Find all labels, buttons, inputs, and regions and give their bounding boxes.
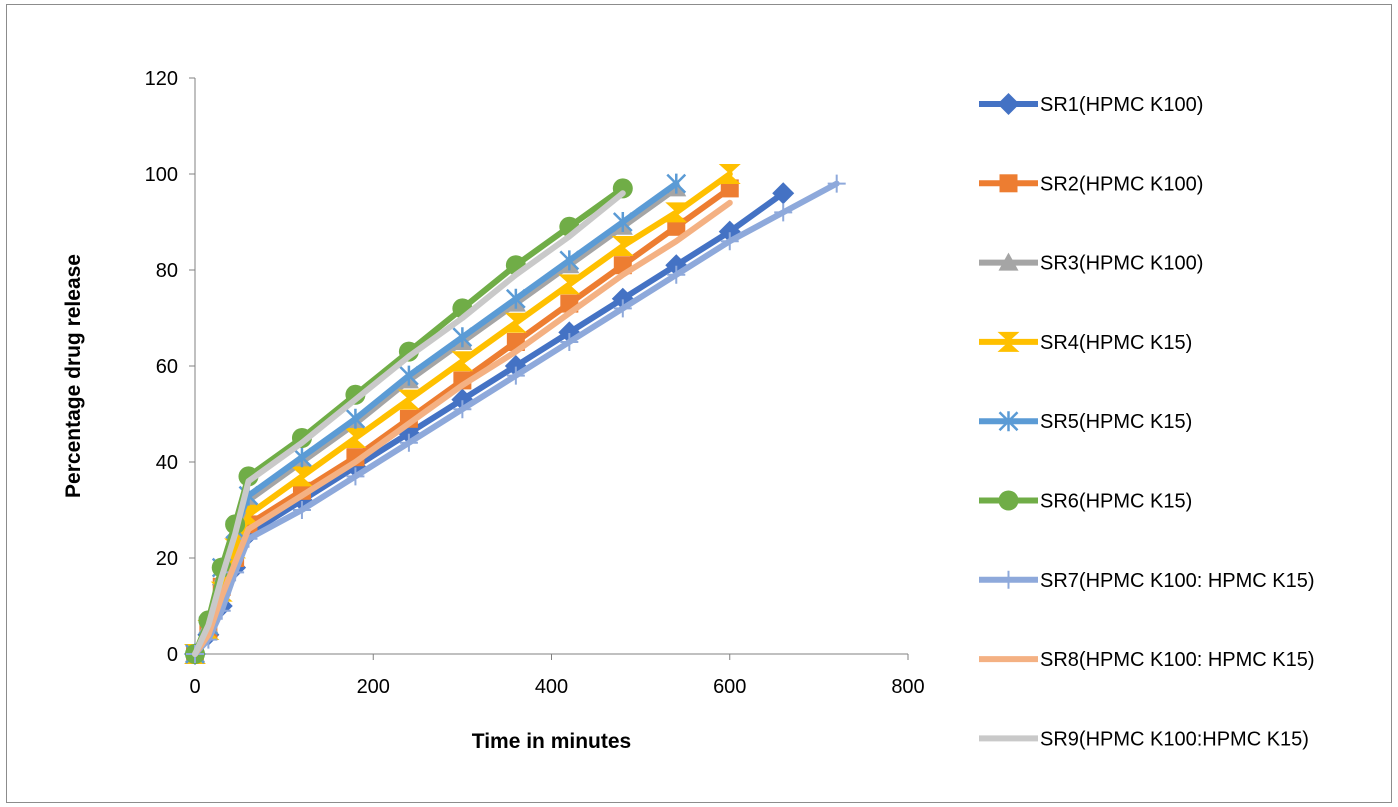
legend-marker (999, 174, 1018, 193)
x-tick-label: 200 (357, 676, 390, 698)
data-point (345, 408, 366, 429)
tick-labels: 0 20 40 60 80 100 120 0 200 400 600 800 (145, 68, 925, 698)
legend-label: SR8(HPMC K100: HPMC K15) (1040, 649, 1315, 671)
series-8 (192, 199, 733, 657)
data-point (397, 389, 420, 410)
data-point (720, 232, 739, 251)
data-point (506, 366, 525, 385)
y-tick-label: 120 (145, 68, 178, 90)
legend-entry: SR3(HPMC K100) (979, 252, 1203, 275)
series-1 (184, 182, 795, 665)
legend-label: SR5(HPMC K15) (1040, 411, 1192, 433)
data-point (505, 288, 526, 309)
data-point (452, 327, 473, 348)
data-point (718, 164, 741, 184)
x-tick-label: 0 (189, 676, 200, 698)
x-tick-label: 600 (713, 676, 746, 698)
legend-entry: SR5(HPMC K15) (979, 411, 1192, 433)
data-point (611, 236, 634, 256)
data-point (559, 250, 580, 271)
legend: SR1(HPMC K100) SR2(HPMC K100) SR3(HPMC K10… (979, 93, 1315, 750)
legend-marker (999, 570, 1018, 589)
data-point (399, 365, 419, 386)
legend-label: SR1(HPMC K100) (1040, 94, 1203, 116)
y-tick-label: 60 (156, 356, 178, 378)
data-point (560, 333, 579, 351)
data-point (290, 466, 313, 487)
data-point (827, 174, 846, 193)
legend-label: SR9(HPMC K100:HPMC K15) (1040, 728, 1309, 750)
legend-label: SR2(HPMC K100) (1040, 173, 1203, 195)
data-point (346, 467, 365, 486)
data-point (504, 312, 527, 333)
data-point (666, 173, 687, 194)
series-line (192, 180, 840, 657)
x-tick-label: 800 (891, 676, 924, 698)
series-line (192, 190, 626, 657)
series-line (192, 199, 733, 657)
y-tick-label: 100 (145, 164, 178, 186)
legend-marker (998, 490, 1019, 511)
x-axis-title: Time in minutes (472, 730, 631, 753)
legend-marker (998, 411, 1019, 432)
data-point (453, 400, 472, 419)
legend-marker (997, 331, 1020, 352)
legend-entry: SR2(HPMC K100) (979, 173, 1203, 195)
data-point (613, 299, 632, 318)
data-point (292, 501, 311, 519)
y-tick-label: 20 (156, 548, 178, 570)
series-7 (186, 174, 846, 663)
data-point (667, 265, 686, 284)
y-tick-label: 0 (167, 644, 178, 666)
legend-label: SR6(HPMC K15) (1040, 491, 1192, 513)
data-point (292, 447, 312, 468)
y-tick-label: 40 (156, 452, 178, 474)
data-point (344, 428, 367, 448)
series-9 (192, 190, 626, 657)
data-point (451, 351, 474, 372)
legend-entry: SR4(HPMC K15) (979, 331, 1192, 354)
data-point (612, 212, 633, 232)
x-tick-label: 400 (535, 676, 568, 698)
legend-label: SR7(HPMC K100: HPMC K15) (1040, 570, 1315, 592)
legend-label: SR4(HPMC K15) (1040, 332, 1192, 354)
data-point (665, 202, 688, 223)
legend-entry: SR1(HPMC K100) (979, 93, 1203, 116)
y-tick-label: 80 (156, 260, 178, 282)
data-point (238, 466, 259, 487)
legend-entry: SR8(HPMC K100: HPMC K15) (979, 649, 1315, 671)
legend-entry: SR9(HPMC K100:HPMC K15) (979, 728, 1309, 750)
legend-entry: SR6(HPMC K15) (979, 490, 1192, 513)
axes (194, 78, 908, 655)
chart-frame (6, 4, 1392, 803)
legend-marker (997, 93, 1020, 115)
series-lines (184, 164, 846, 665)
legend-marker (998, 252, 1019, 271)
y-axis-title: Percentage drug release (62, 254, 85, 498)
legend-label: SR3(HPMC K100) (1040, 253, 1203, 275)
data-point (399, 433, 418, 452)
data-point (772, 182, 795, 205)
data-point (774, 203, 793, 222)
legend-entry: SR7(HPMC K100: HPMC K15) (979, 570, 1315, 592)
data-point (558, 274, 581, 295)
